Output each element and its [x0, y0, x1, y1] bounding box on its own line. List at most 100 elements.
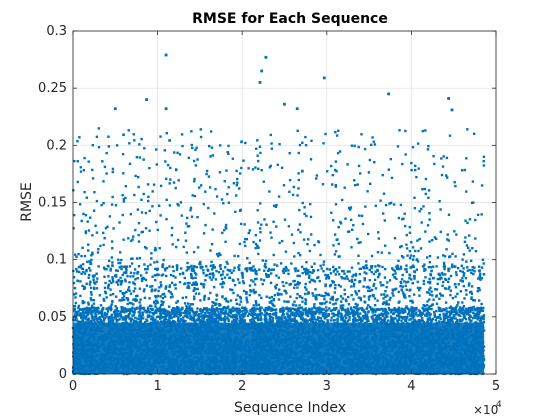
data-point — [170, 317, 173, 320]
data-point — [447, 213, 451, 216]
data-point — [122, 172, 125, 175]
data-point — [254, 317, 257, 320]
data-point — [120, 267, 123, 271]
data-point — [473, 266, 476, 269]
data-point — [77, 265, 81, 269]
data-point — [74, 318, 77, 321]
data-point — [443, 315, 446, 318]
data-point — [319, 264, 322, 267]
data-point — [172, 274, 175, 278]
data-point — [226, 273, 229, 276]
data-point — [254, 313, 257, 317]
data-point — [385, 315, 388, 319]
data-point — [292, 312, 295, 315]
data-point — [331, 312, 334, 315]
data-point — [251, 316, 255, 319]
data-point — [482, 160, 485, 163]
data-point — [378, 273, 381, 277]
data-point — [176, 308, 179, 311]
data-point — [132, 303, 135, 306]
data-point — [292, 241, 295, 245]
data-point — [122, 200, 126, 203]
data-point — [454, 295, 457, 298]
data-point — [425, 291, 429, 294]
data-point — [431, 294, 434, 297]
data-point — [100, 311, 104, 314]
data-point — [230, 315, 233, 319]
data-point — [93, 318, 96, 322]
data-point — [329, 297, 332, 301]
data-point — [304, 269, 308, 272]
data-point — [324, 273, 327, 277]
data-point — [406, 254, 409, 257]
data-point — [192, 281, 195, 284]
data-point — [415, 175, 418, 179]
data-point — [221, 285, 224, 289]
data-point — [194, 281, 198, 284]
data-point — [401, 273, 404, 277]
data-point — [230, 271, 233, 275]
data-point — [169, 291, 172, 294]
data-point — [338, 273, 341, 276]
data-point — [234, 210, 237, 213]
data-point — [73, 213, 76, 217]
data-point — [109, 293, 112, 297]
data-point — [114, 274, 117, 277]
data-point — [248, 267, 252, 270]
data-point — [348, 230, 351, 233]
data-point — [272, 268, 275, 271]
data-point — [358, 214, 361, 217]
data-point — [119, 280, 122, 283]
data-point — [124, 196, 127, 200]
data-point — [247, 231, 250, 235]
data-point — [87, 307, 90, 310]
data-point — [74, 301, 78, 305]
data-point — [172, 310, 175, 313]
data-point — [248, 261, 251, 265]
data-point — [164, 295, 167, 298]
data-point — [383, 219, 386, 222]
data-point — [287, 225, 291, 228]
data-point — [441, 165, 445, 168]
data-point — [408, 277, 411, 280]
data-point — [377, 264, 380, 267]
data-point — [454, 306, 457, 310]
data-point — [478, 269, 481, 272]
data-point — [270, 299, 273, 303]
data-point — [270, 315, 273, 319]
data-point — [161, 296, 164, 300]
data-point — [176, 203, 179, 206]
data-point — [414, 168, 417, 172]
data-point — [395, 267, 399, 270]
data-point — [245, 296, 248, 299]
data-point — [284, 290, 287, 293]
data-point — [454, 255, 457, 258]
data-point — [428, 277, 431, 281]
data-point — [81, 301, 84, 305]
data-point — [403, 315, 407, 319]
data-point — [311, 271, 314, 274]
data-point — [109, 318, 112, 321]
data-point — [462, 312, 465, 316]
data-point — [79, 294, 82, 297]
data-point — [118, 221, 121, 224]
data-point — [193, 194, 197, 198]
data-point — [180, 214, 183, 217]
data-point — [225, 169, 228, 172]
data-point — [87, 310, 90, 314]
data-point — [148, 304, 152, 307]
data-point — [173, 283, 176, 287]
data-point — [115, 306, 119, 310]
data-point — [400, 244, 403, 248]
data-point — [297, 251, 300, 255]
data-point — [273, 308, 276, 312]
data-point — [332, 307, 336, 310]
data-point — [178, 272, 182, 276]
data-point — [195, 265, 198, 269]
data-point — [219, 253, 222, 257]
data-point — [464, 318, 468, 321]
data-point — [439, 230, 442, 234]
data-point — [344, 217, 347, 220]
data-point — [229, 299, 233, 302]
data-point — [225, 306, 228, 309]
